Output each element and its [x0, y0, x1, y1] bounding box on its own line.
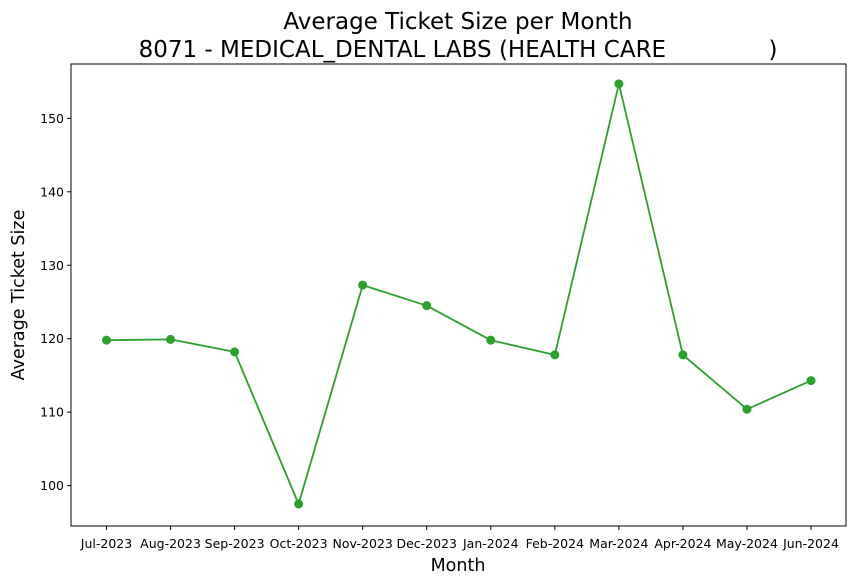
x-tick-label: Sep-2023: [205, 536, 265, 551]
x-axis-ticks: Jul-2023 Aug-2023 Sep-2023 Oct-2023 Nov-2023…: [80, 526, 839, 551]
chart-title-line-2: 8071 - MEDICAL_DENTAL LABS (HEALTH CARE …: [139, 37, 778, 63]
data-point: [294, 499, 304, 509]
x-tick-label: Jul-2023: [80, 536, 132, 551]
y-tick-label: 120: [40, 331, 64, 346]
data-point: [486, 335, 496, 345]
y-tick-label: 130: [40, 258, 64, 273]
data-point: [230, 347, 240, 357]
y-tick-label: 110: [40, 405, 64, 420]
x-tick-label: May-2024: [716, 536, 778, 551]
data-point: [102, 335, 111, 345]
x-tick-label: Dec-2023: [396, 536, 457, 551]
x-tick-label: Oct-2023: [270, 536, 328, 551]
y-axis-ticks: 100 110 120 130 140 150: [40, 111, 71, 493]
data-point: [614, 79, 624, 89]
x-tick-label: Apr-2024: [654, 536, 711, 551]
data-point: [742, 404, 752, 414]
data-point: [422, 301, 432, 311]
y-tick-label: 150: [40, 111, 64, 126]
x-tick-label: Mar-2024: [589, 536, 648, 551]
chart-title-line-1: Average Ticket Size per Month: [283, 9, 632, 35]
x-axis-label: Month: [431, 556, 486, 576]
x-tick-label: Jun-2024: [782, 536, 839, 551]
x-tick-label: Nov-2023: [332, 536, 392, 551]
data-point: [678, 350, 688, 360]
plot-area-frame: [70, 63, 847, 527]
data-point: [166, 334, 176, 344]
data-point: [358, 280, 368, 290]
x-tick-label: Feb-2024: [526, 536, 585, 551]
series-layer: [102, 79, 816, 509]
y-tick-label: 100: [40, 478, 64, 493]
x-tick-label: Aug-2023: [140, 536, 201, 551]
x-tick-label: Jan-2024: [462, 536, 519, 551]
series-line: [106, 82, 812, 505]
data-point: [550, 350, 560, 360]
data-point: [806, 376, 816, 386]
y-axis-label: Average Ticket Size: [9, 210, 29, 381]
y-tick-label: 140: [40, 184, 64, 199]
